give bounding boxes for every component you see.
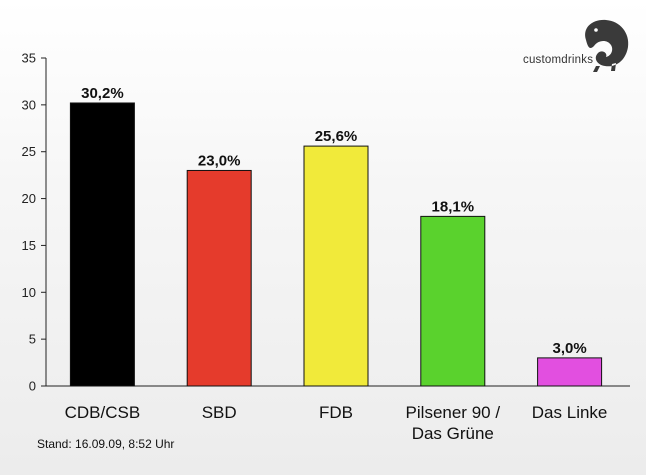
bar (420, 215, 486, 387)
y-tick-label: 35 (22, 51, 36, 66)
brand-name: customdrinks (523, 54, 593, 66)
bar-value-label: 23,0% (198, 152, 241, 169)
bars (69, 102, 603, 387)
axes: 0 5 10 15 20 25 30 35 (22, 51, 630, 394)
y-tick-label: 15 (22, 238, 36, 253)
x-category-label: Das Linke (532, 403, 608, 422)
y-tick-label: 10 (22, 285, 36, 300)
bar (537, 357, 603, 387)
bar-value-label: 30,2% (81, 85, 124, 102)
x-category-label: FDB (319, 403, 353, 422)
bar-value-label: 18,1% (432, 198, 475, 215)
x-category-label: SBD (202, 403, 237, 422)
bar-value-label: 25,6% (315, 128, 358, 145)
footnote: Stand: 16.09.09, 8:52 Uhr (37, 437, 175, 451)
bar (69, 102, 135, 387)
chameleon-eye (594, 28, 598, 32)
y-tick-label: 30 (22, 97, 36, 112)
brand-logo: customdrinks (523, 19, 629, 72)
x-category-label: CDB/CSB (65, 403, 141, 422)
bar (186, 169, 252, 387)
y-tick-label: 0 (29, 379, 36, 394)
y-tick-label: 5 (29, 332, 36, 347)
chameleon-icon (585, 19, 629, 72)
y-tick-label: 25 (22, 144, 36, 159)
bar (303, 145, 369, 387)
bar-value-label: 3,0% (552, 340, 586, 357)
x-category-label: Das Grüne (412, 424, 494, 443)
x-category-label: Pilsener 90 / (406, 403, 501, 422)
y-tick-label: 20 (22, 191, 36, 206)
labels: 30,2% CDB/CSB 23,0% SBD 25,6% FDB 18,1% Pilsene… (65, 85, 608, 443)
